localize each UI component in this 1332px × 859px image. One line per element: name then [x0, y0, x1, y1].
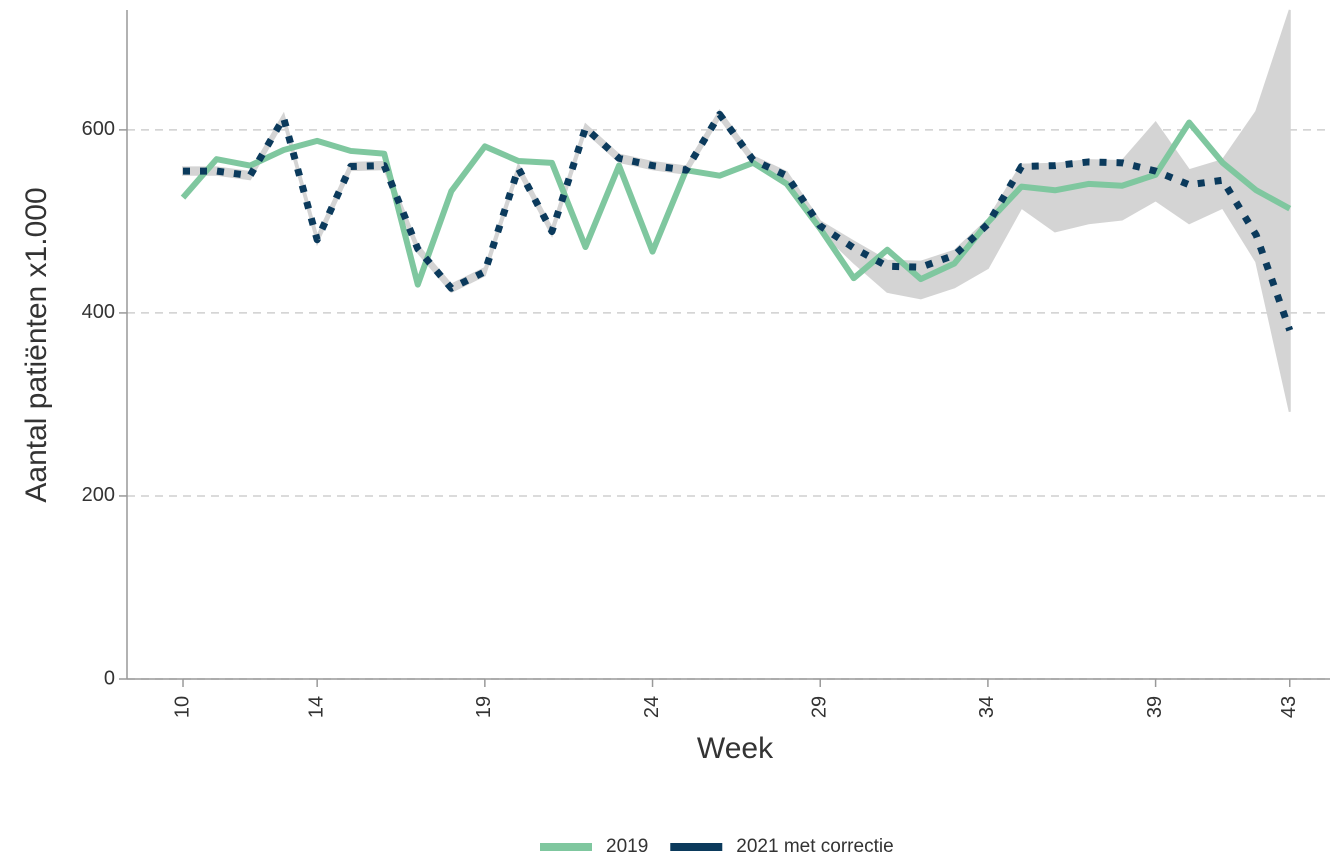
y-tick-label: 200: [82, 484, 115, 506]
y-tick-label: 0: [104, 667, 115, 689]
series-line: [183, 110, 1294, 332]
legend-swatch: [670, 843, 723, 851]
legend-label: 2019: [606, 836, 648, 857]
y-tick-label: 600: [82, 118, 115, 140]
legend-swatch: [540, 843, 592, 851]
x-tick-label: 10: [171, 696, 193, 718]
series-line: [180, 119, 1292, 288]
x-tick-label: 14: [305, 696, 327, 718]
x-axis-title: Week: [697, 732, 774, 765]
legend-label: 2021 met correctie: [736, 836, 893, 857]
y-axis-title: Aantal patiënten x1.000: [20, 187, 53, 502]
x-tick-label: 34: [976, 696, 998, 718]
x-tick-label: 29: [809, 696, 831, 718]
x-tick-label: 24: [641, 696, 663, 718]
x-tick-label: 43: [1278, 696, 1300, 718]
x-tick-label: 19: [473, 696, 495, 718]
confidence-band: [182, 9, 1291, 412]
y-tick-label: 400: [82, 301, 115, 323]
x-tick-label: 39: [1144, 696, 1166, 718]
